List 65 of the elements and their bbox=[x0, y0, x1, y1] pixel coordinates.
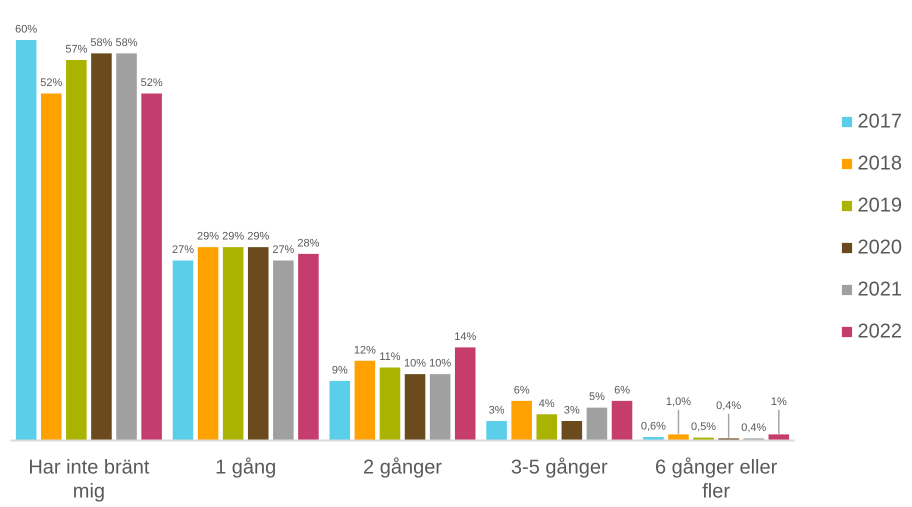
data-label: 0,4% bbox=[716, 400, 742, 412]
data-label: 1% bbox=[770, 396, 787, 408]
data-label: 4% bbox=[538, 398, 555, 410]
legend-label: 2022 bbox=[858, 320, 902, 343]
x-tick-label: Har inte bränt mig bbox=[28, 456, 150, 503]
bar bbox=[610, 400, 634, 440]
data-label: 60% bbox=[15, 24, 38, 36]
bar bbox=[14, 39, 38, 440]
x-tick-label: 6 gånger eller fler bbox=[654, 456, 778, 503]
bar bbox=[535, 413, 558, 440]
bar bbox=[40, 92, 63, 440]
data-label: 29% bbox=[247, 230, 270, 243]
legend-label: 2018 bbox=[858, 152, 902, 175]
bar bbox=[354, 360, 376, 440]
legend-label: 2019 bbox=[858, 194, 902, 217]
data-label: 27% bbox=[272, 244, 295, 256]
bar bbox=[172, 260, 194, 440]
bar bbox=[560, 420, 584, 440]
data-label: 57% bbox=[65, 44, 88, 56]
bar bbox=[454, 346, 477, 440]
bar bbox=[428, 373, 452, 440]
data-label: 27% bbox=[172, 244, 194, 256]
data-label: 10% bbox=[404, 358, 426, 370]
bar bbox=[222, 246, 244, 440]
legend-label: 2021 bbox=[858, 278, 902, 301]
x-tick-label: 1 gång bbox=[215, 456, 276, 478]
data-label: 29% bbox=[197, 230, 220, 243]
data-label: 12% bbox=[354, 344, 376, 356]
data-label: 9% bbox=[332, 364, 348, 376]
data-label: 58% bbox=[116, 36, 138, 49]
bar bbox=[404, 373, 426, 440]
bar bbox=[140, 92, 163, 440]
data-label: 29% bbox=[222, 230, 244, 243]
bar bbox=[65, 59, 88, 440]
data-label: 10% bbox=[429, 358, 452, 370]
data-label: 28% bbox=[297, 237, 320, 250]
bar bbox=[90, 52, 113, 440]
data-label: 6% bbox=[614, 384, 630, 396]
data-label: 52% bbox=[40, 76, 62, 89]
bar bbox=[328, 380, 352, 440]
data-label: 1,0% bbox=[666, 396, 692, 408]
data-label: 11% bbox=[379, 350, 401, 363]
bar bbox=[297, 252, 320, 440]
data-label: 6% bbox=[514, 384, 530, 396]
bar bbox=[246, 246, 270, 440]
data-label: 52% bbox=[140, 76, 163, 89]
bar bbox=[196, 246, 220, 440]
data-label: 3% bbox=[564, 404, 580, 416]
data-label: 5% bbox=[588, 391, 606, 404]
data-label: 0,6% bbox=[640, 420, 666, 432]
data-label: 0,5% bbox=[691, 421, 716, 434]
bar bbox=[485, 420, 508, 440]
bar bbox=[272, 260, 295, 440]
bar bbox=[378, 366, 402, 440]
data-label: 3% bbox=[488, 404, 505, 416]
legend-label: 2017 bbox=[858, 110, 902, 133]
bar bbox=[586, 406, 608, 440]
legend-label: 2020 bbox=[858, 236, 902, 259]
x-tick-label: 3-5 gånger bbox=[510, 456, 608, 478]
data-label: 0,4% bbox=[741, 422, 766, 434]
x-tick-label: 2 gånger bbox=[363, 456, 442, 478]
data-label: 58% bbox=[90, 36, 113, 49]
bar bbox=[115, 52, 138, 440]
data-label: 14% bbox=[454, 330, 476, 343]
bar bbox=[510, 400, 533, 440]
